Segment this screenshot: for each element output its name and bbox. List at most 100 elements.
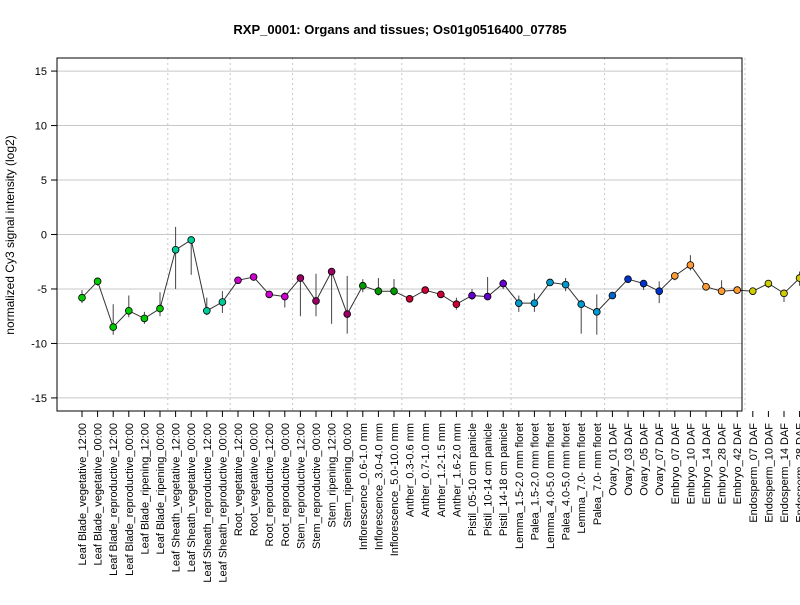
x-tick-label: Lemma_1.5-2.0 mm floret	[514, 423, 526, 549]
x-tick-label: Stem_ripening_00:00	[342, 423, 354, 528]
x-tick-label: Ovary_01 DAF	[607, 423, 619, 496]
data-point	[561, 280, 570, 289]
data-point	[218, 298, 227, 306]
y-axis: -15 -10 -5 0 5 10 15	[31, 66, 57, 405]
x-tick-label: Inflorescence_5.0-10.0 mm	[389, 423, 401, 556]
x-tick-label: Leaf Sheath_reproductive_12:00	[202, 423, 214, 583]
data-point	[312, 297, 320, 305]
data-point	[733, 286, 741, 294]
y-tick-label: 0	[41, 230, 47, 242]
y-tick-label: 5	[41, 175, 47, 187]
y-tick-label: 10	[35, 121, 47, 133]
y-tick-label: -5	[37, 284, 47, 296]
y-tick-label: -15	[31, 393, 47, 405]
data-point	[702, 282, 710, 291]
data-point	[265, 290, 274, 299]
x-tick-label: Ovary_07 DAF	[654, 423, 666, 496]
x-tick-label: Anther_0.7-1.0 mm	[420, 423, 432, 517]
x-tick-label: Inflorescence_0.6-1.0 mm	[358, 423, 370, 550]
x-tick-label: Leaf Blade_reproductive_12:00	[108, 423, 120, 576]
data-point	[187, 236, 196, 244]
data-point	[343, 310, 352, 318]
x-tick-label: Root_reproductive_00:00	[280, 423, 292, 547]
data-point	[546, 278, 554, 287]
x-tick-label: Pistil_10-14 cm panicle	[483, 423, 495, 536]
x-tick-label: Pistil_14-18 cm panicle	[498, 423, 510, 536]
data-point	[78, 293, 86, 302]
x-tick-label: Pistil_05-10 cm panicle	[467, 423, 479, 536]
data-point	[717, 287, 726, 295]
data-point	[374, 287, 383, 295]
data-point	[358, 281, 367, 290]
x-tick-label: Embryo_42 DAF	[732, 423, 744, 505]
x-tick-label: Leaf Sheath_vegetative_12:00	[171, 423, 183, 572]
x-tick-label: Lemma_7.0- mm floret	[576, 423, 588, 534]
data-point	[577, 300, 585, 309]
y-tick-label: -10	[31, 338, 47, 350]
series-line	[81, 239, 800, 329]
data-point	[390, 287, 398, 295]
data-point	[436, 290, 445, 299]
x-tick-label: Endosperm_14 DAF	[779, 423, 791, 523]
data-point	[140, 314, 149, 323]
chart-title: RXP_0001: Organs and tissues; Os01g05164…	[233, 22, 566, 37]
x-tick-label: Embryo_07 DAF	[670, 423, 682, 505]
x-tick-label: Leaf Sheath_vegetative_00:00	[186, 423, 198, 572]
x-tick-label: Palea_4.0-5.0 mm floret	[561, 423, 573, 540]
data-point	[780, 289, 788, 298]
x-tick-label: Ovary_05 DAF	[639, 423, 651, 496]
data-point	[93, 277, 102, 286]
x-tick-label: Embryo_14 DAF	[701, 423, 713, 505]
x-tick-label: Embryo_28 DAF	[717, 423, 729, 505]
x-tick-label: Root_vegetative_12:00	[233, 423, 245, 536]
x-tick-label: Leaf Sheath_reproductive_00:00	[217, 423, 229, 583]
x-tick-label: Inflorescence_3.0-4.0 mm	[373, 423, 385, 550]
data-point	[280, 292, 289, 301]
data-point	[608, 291, 617, 300]
data-point	[686, 261, 695, 269]
x-tick-label: Root_reproductive_12:00	[264, 423, 276, 547]
y-axis-label: normalized Cy3 signal intensity (log2)	[3, 135, 17, 334]
x-tick-label: Endosperm_28 DAF	[795, 423, 800, 523]
data-point	[327, 267, 336, 276]
x-tick-label: Anther_1.6-2.0 mm	[451, 423, 463, 517]
data-point	[639, 279, 648, 288]
x-tick-label: Anther_0.3-0.6 mm	[405, 423, 417, 517]
data-point	[670, 272, 679, 280]
data-point	[171, 245, 180, 254]
x-tick-label: Leaf Blade_reproductive_00:00	[124, 423, 136, 576]
x-tick-label: Ovary_03 DAF	[623, 423, 635, 496]
data-point	[592, 308, 601, 316]
series-line-group	[81, 239, 800, 329]
data-point	[156, 304, 164, 313]
data-point	[499, 279, 508, 288]
data-point	[764, 279, 773, 288]
data-point	[421, 286, 430, 294]
x-tick-label: Embryo_10 DAF	[685, 423, 697, 505]
data-points-group	[78, 236, 800, 331]
x-tick-label: Anther_1.2-1.5 mm	[436, 423, 448, 517]
grid	[57, 58, 746, 411]
x-axis: Leaf Blade_vegetative_12:00 Leaf Blade_ve…	[77, 411, 800, 583]
x-tick-label: Palea_7.0- mm floret	[592, 423, 604, 525]
data-point	[468, 291, 476, 300]
data-point	[483, 292, 492, 301]
x-tick-label: Stem_ripening_12:00	[327, 423, 339, 528]
data-point	[514, 299, 523, 307]
x-tick-label: Leaf Blade_ripening_12:00	[139, 423, 151, 555]
x-tick-label: Endosperm_10 DAF	[763, 423, 775, 523]
data-point	[530, 299, 539, 307]
data-point	[624, 275, 632, 283]
data-point	[109, 323, 117, 331]
x-tick-label: Stem_reproductive_12:00	[295, 423, 307, 549]
x-tick-label: Leaf Blade_vegetative_12:00	[77, 423, 89, 566]
data-point	[655, 287, 663, 295]
data-point	[748, 287, 757, 295]
x-tick-label: Lemma_4.0-5.0 mm floret	[545, 423, 557, 549]
data-point	[795, 274, 800, 282]
x-tick-label: Leaf Blade_vegetative_00:00	[93, 423, 105, 566]
data-point	[296, 274, 305, 282]
y-tick-label: 15	[35, 66, 47, 78]
plot-frame	[56, 57, 743, 412]
